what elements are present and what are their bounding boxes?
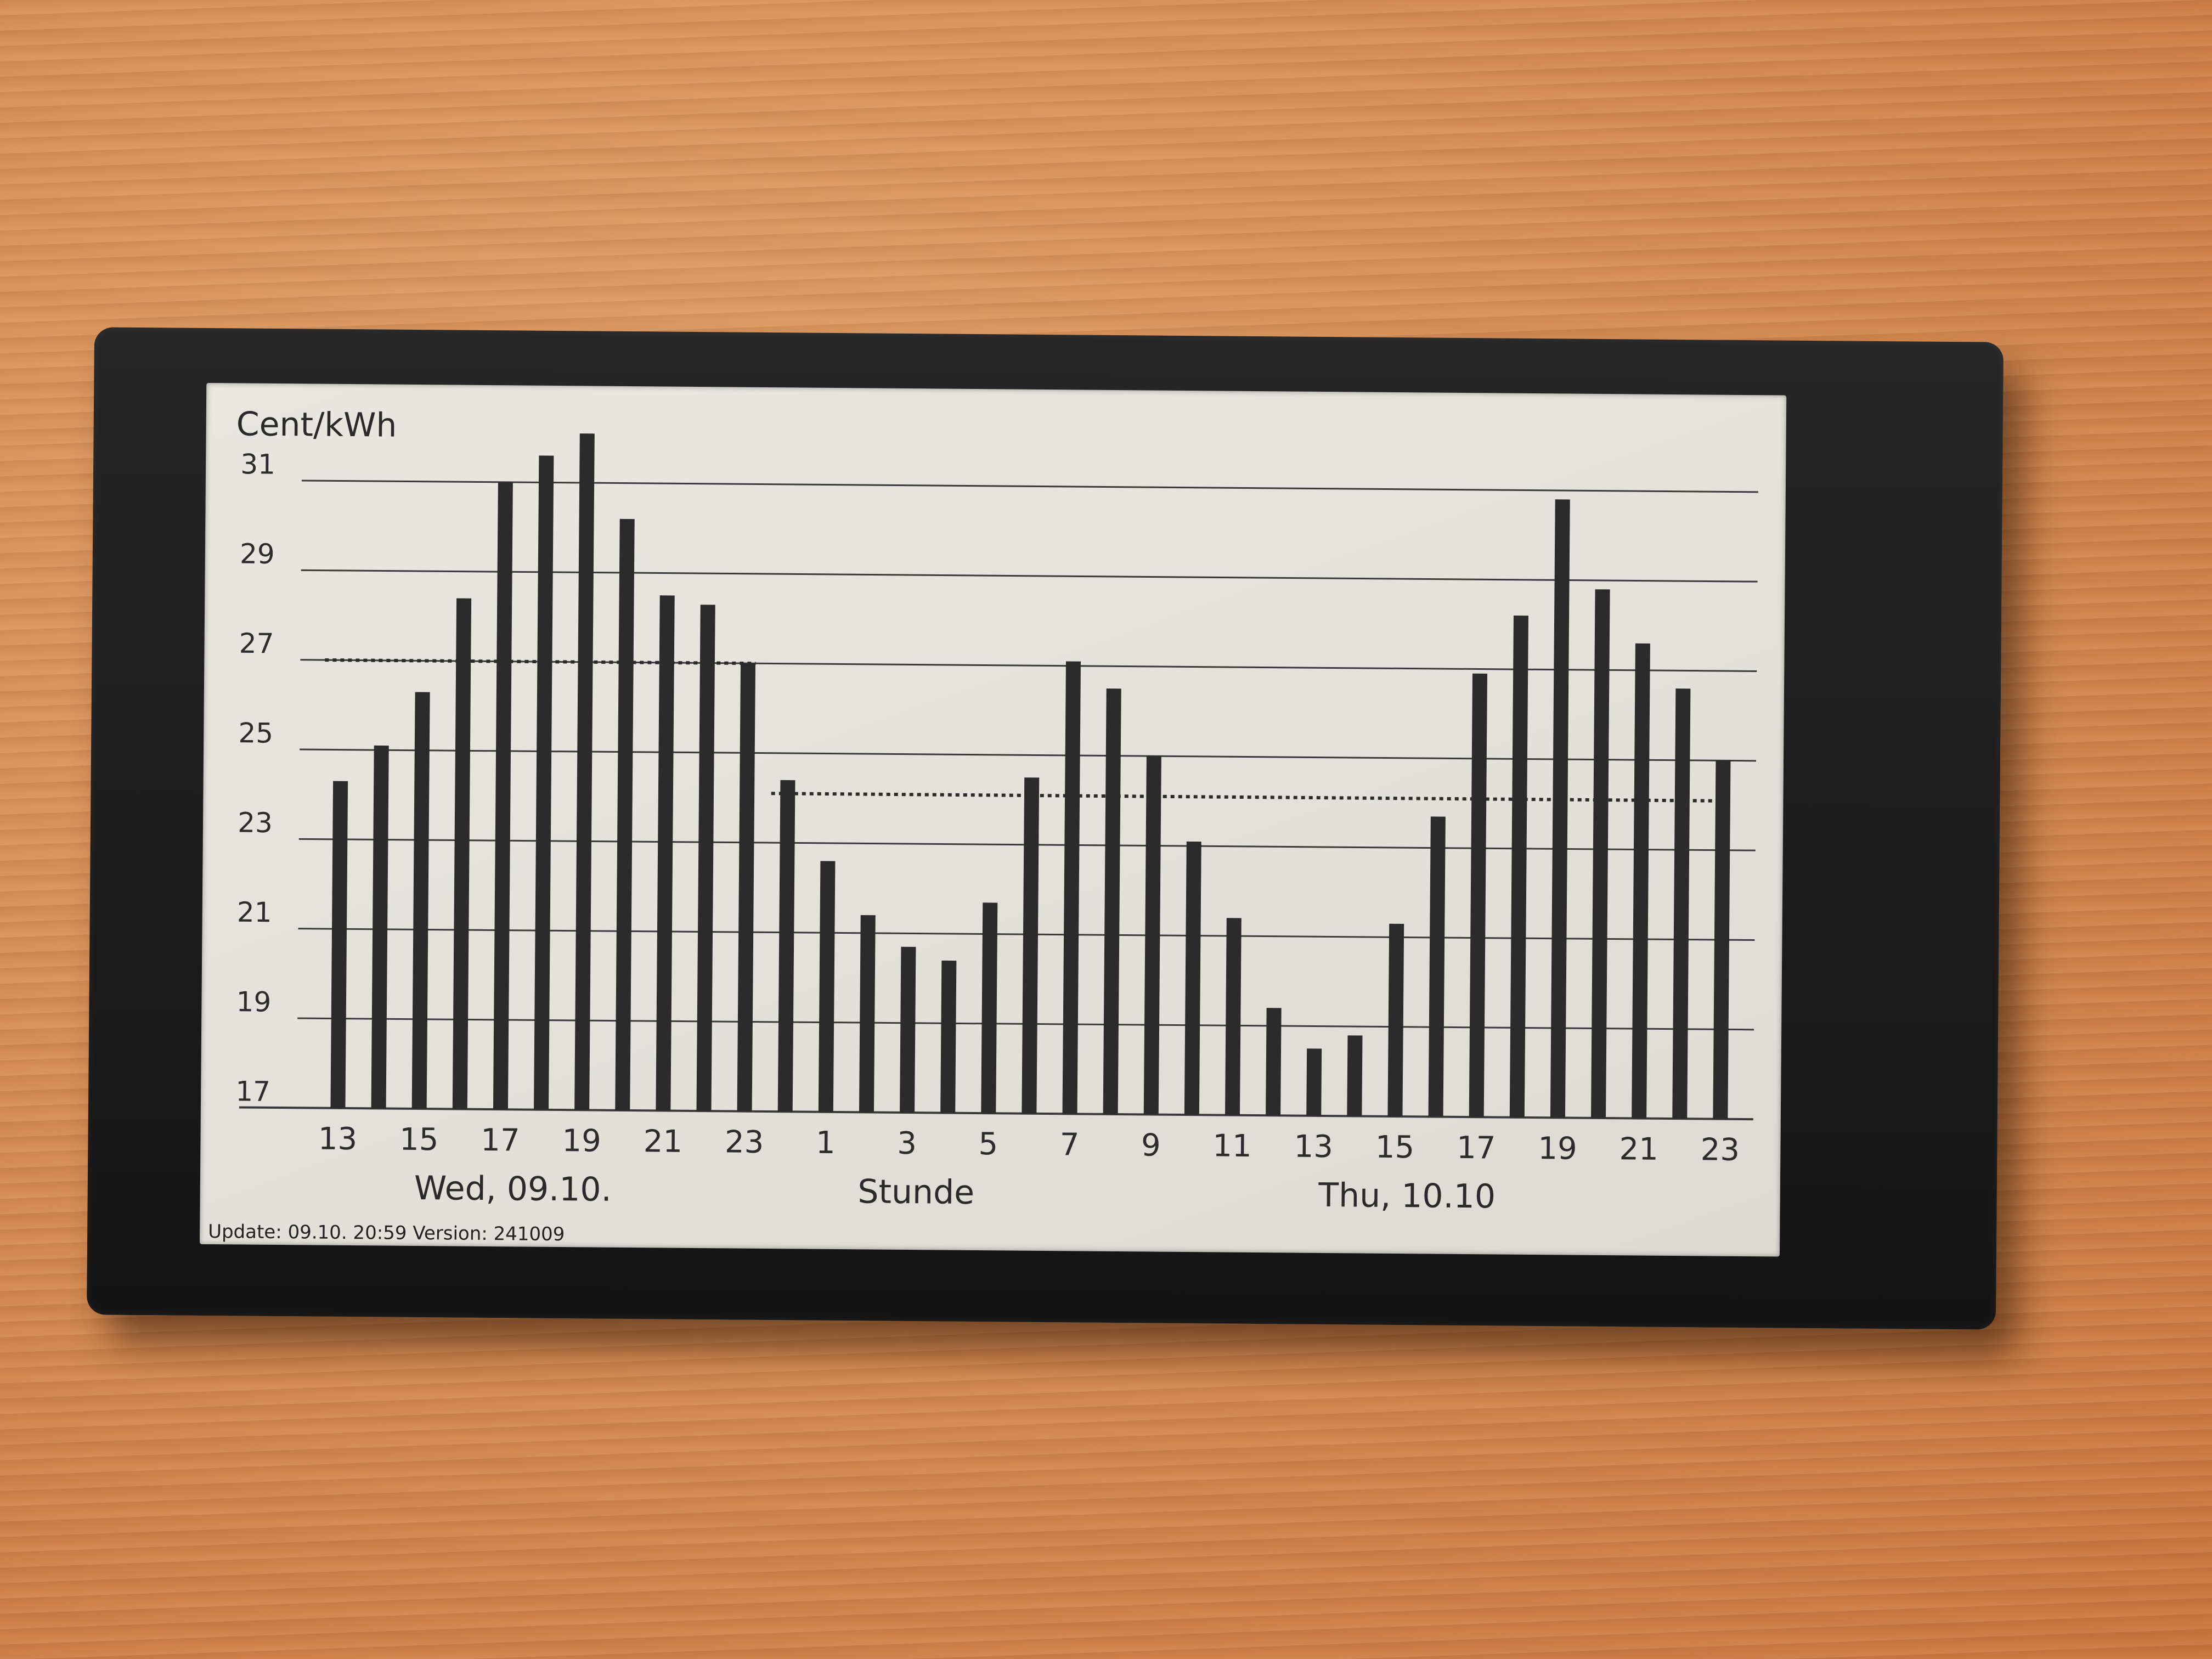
- bar: [615, 518, 635, 1111]
- bar: [1713, 760, 1731, 1119]
- bar: [1387, 923, 1404, 1117]
- bar: [1103, 689, 1121, 1115]
- bar: [1224, 918, 1242, 1115]
- bar: [940, 960, 957, 1113]
- y-tick-label: 27: [239, 628, 274, 659]
- bar: [452, 598, 472, 1109]
- x-axis-label: Stunde: [857, 1172, 974, 1212]
- bar: [981, 902, 998, 1114]
- y-tick-label: 29: [240, 538, 275, 569]
- bar: [1266, 1008, 1282, 1116]
- y-axis-label: Cent/kWh: [236, 405, 397, 444]
- x-tick-labels: 13 15 17 19 21 23 1 3 5 7 9 11 13 15 17 19 21 23: [318, 1121, 1740, 1168]
- average-price-line: [771, 792, 1731, 803]
- bar: [859, 915, 876, 1113]
- bar: [1062, 661, 1081, 1114]
- bar: [818, 861, 836, 1112]
- display-frame: 17 19 21 23 25 27 29 31 13 15 17 19 21 23 1 3 5 7 9 11 13 15…: [86, 327, 2004, 1330]
- x-tick-label: 9: [1141, 1127, 1161, 1163]
- bar: [534, 455, 554, 1110]
- bar: [493, 482, 513, 1110]
- update-status-text: Update: 09.10. 20:59 Version: 241009: [208, 1221, 565, 1245]
- x-tick-label: 15: [1375, 1130, 1415, 1166]
- x-tick-label: 13: [318, 1121, 358, 1158]
- bar: [696, 605, 715, 1111]
- bar: [1591, 589, 1610, 1119]
- eink-screen: 17 19 21 23 25 27 29 31 13 15 17 19 21 23 1 3 5 7 9 11 13 15…: [199, 382, 1787, 1257]
- y-tick-label: 21: [237, 896, 272, 928]
- bar: [900, 946, 916, 1113]
- x-tick-label: 17: [481, 1122, 520, 1159]
- bar: [574, 433, 595, 1110]
- x-tick-label: 21: [644, 1124, 683, 1160]
- x-tick-label: 11: [1212, 1128, 1252, 1164]
- day-label-wed: Wed, 09.10.: [414, 1169, 612, 1209]
- x-tick-label: 23: [1701, 1132, 1740, 1168]
- x-tick-label: 19: [1538, 1131, 1577, 1167]
- y-tick-labels: 17 19 21 23 25 27 29 31: [235, 448, 275, 1108]
- y-tick-label: 17: [235, 1075, 270, 1107]
- bar: [1184, 841, 1201, 1115]
- x-tick-label: 23: [725, 1124, 764, 1160]
- day-label-thu: Thu, 10.10: [1318, 1176, 1496, 1216]
- bar: [656, 595, 675, 1111]
- bar: [1672, 689, 1691, 1119]
- bar: [411, 692, 430, 1109]
- bar: [1550, 499, 1570, 1118]
- x-tick-label: 17: [1457, 1130, 1496, 1166]
- grid-line: [239, 1106, 1753, 1121]
- grid-line: [301, 569, 1758, 583]
- bar: [1143, 756, 1161, 1115]
- bar: [1469, 673, 1488, 1118]
- x-tick-label: 15: [399, 1122, 439, 1158]
- bar: [1347, 1035, 1363, 1116]
- y-tick-label: 23: [238, 806, 273, 838]
- bar: [1306, 1048, 1322, 1116]
- grid-line: [300, 748, 1757, 762]
- x-tick-label: 1: [816, 1125, 836, 1161]
- y-tick-label: 31: [240, 448, 275, 480]
- x-tick-label: 7: [1060, 1127, 1080, 1163]
- bars: [330, 433, 1731, 1119]
- bar: [371, 745, 389, 1109]
- average-price-line: [325, 658, 756, 665]
- x-tick-label: 21: [1619, 1131, 1658, 1167]
- grid-line: [301, 479, 1758, 493]
- bar: [1428, 816, 1446, 1117]
- x-tick-label: 3: [897, 1126, 917, 1161]
- y-tick-label: 19: [236, 986, 271, 1018]
- y-tick-label: 25: [238, 717, 273, 749]
- bar: [1632, 643, 1650, 1119]
- x-tick-label: 5: [978, 1126, 998, 1162]
- x-tick-label: 19: [562, 1123, 601, 1159]
- bar: [737, 663, 756, 1111]
- bar: [330, 781, 348, 1108]
- bar: [1509, 616, 1528, 1118]
- bar: [777, 780, 795, 1112]
- x-tick-label: 13: [1294, 1129, 1333, 1165]
- bar: [1022, 777, 1040, 1114]
- average-lines: [325, 658, 1731, 803]
